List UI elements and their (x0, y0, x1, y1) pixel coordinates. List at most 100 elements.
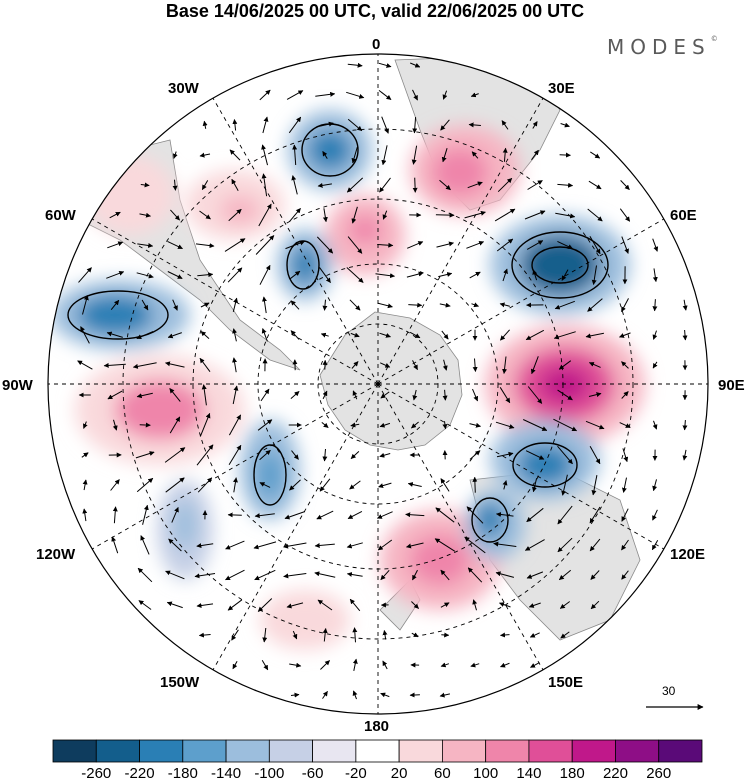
wind-vector (561, 474, 568, 496)
wind-vector (107, 241, 124, 249)
wind-vector (136, 392, 153, 399)
colorbar-tick-label: -260 (81, 765, 112, 782)
wind-vector (110, 299, 120, 311)
wind-vector (136, 272, 154, 279)
wind-vector (682, 299, 688, 311)
colorbar-swatch (528, 739, 573, 763)
wind-vector (557, 182, 574, 188)
contour (471, 497, 509, 543)
wind-vector (290, 300, 300, 310)
wind-vector (322, 390, 328, 400)
wind-vector (199, 152, 211, 158)
wind-vector (283, 573, 307, 579)
wind-vector (411, 421, 419, 429)
wind-vector (464, 210, 486, 219)
antarctica-land (319, 311, 463, 451)
wind-vector (528, 602, 541, 608)
wind-vector (619, 422, 631, 428)
wind-vector (621, 236, 629, 254)
wind-vector (286, 602, 304, 609)
wind-vector (441, 330, 449, 340)
meridian-line (91, 383, 379, 550)
wind-vector (589, 506, 601, 524)
anomaly-negative (476, 502, 504, 538)
wind-vector (322, 299, 328, 311)
anomaly-negative (520, 235, 600, 295)
colorbar-swatch (658, 739, 703, 763)
wind-vector (292, 144, 298, 166)
wind-vector (435, 212, 455, 218)
wind-vector (682, 420, 688, 431)
wind-vector (379, 452, 391, 458)
wind-vector (558, 360, 572, 370)
wind-vector (107, 390, 123, 400)
wind-vector (438, 272, 453, 278)
colorbar-swatch (139, 739, 184, 763)
wind-vector (199, 412, 211, 437)
wind-vector (136, 477, 154, 493)
wind-vector (499, 602, 511, 608)
wind-vector (682, 449, 688, 461)
wind-vector (140, 535, 150, 555)
wind-vector (260, 388, 270, 402)
wind-vector (291, 175, 298, 195)
label-lon-90e: 90E (718, 377, 745, 394)
wind-vector (283, 542, 307, 549)
wind-vector (231, 629, 239, 641)
wind-vector (375, 273, 395, 279)
wind-vector (554, 300, 575, 310)
wind-vector (112, 419, 118, 431)
wind-vector (495, 421, 515, 429)
wind-vector (442, 359, 448, 371)
wind-vector (315, 91, 336, 97)
wind-vector (440, 119, 450, 131)
contour-lines (67, 123, 609, 543)
wind-vector (288, 116, 302, 134)
wind-vector (499, 302, 511, 308)
wind-vector (621, 539, 629, 551)
wind-vector (255, 235, 275, 255)
colorbar-swatch (571, 739, 616, 763)
wind-vector (346, 571, 363, 577)
wind-vector (290, 391, 300, 399)
wind-vector (139, 212, 151, 218)
contour (531, 246, 589, 284)
wind-vector (496, 238, 514, 252)
wind-vector (468, 122, 481, 128)
contour (253, 444, 287, 506)
wind-vector (314, 542, 335, 548)
wind-vector (472, 358, 478, 372)
wind-vector (254, 569, 276, 581)
wind-vector (440, 569, 450, 581)
wind-vector (529, 632, 540, 638)
wind-vector (82, 479, 88, 491)
colorbar-tick-label: 60 (434, 765, 451, 782)
wind-vector (561, 269, 569, 281)
wind-vector (410, 62, 421, 68)
wind-vector (197, 272, 214, 278)
wind-vector (682, 329, 688, 341)
anomaly-negative (308, 130, 352, 170)
wind-vector (379, 362, 391, 368)
wind-vector (471, 302, 479, 308)
wind-vector (467, 567, 483, 583)
wind-vector (199, 210, 211, 220)
wind-vector (232, 357, 238, 373)
wind-vector (165, 361, 185, 368)
parallel-line (122, 128, 634, 640)
wind-vector (167, 240, 183, 250)
wind-vector (202, 120, 208, 129)
colorbar-tick-label: 260 (646, 765, 672, 782)
wind-vector (109, 211, 121, 219)
wind-vector (405, 512, 425, 518)
wind-vector (199, 357, 211, 372)
colorbar-tick-label: 100 (473, 765, 499, 782)
wind-vector (588, 362, 601, 368)
wind-vectors (77, 62, 688, 700)
wind-vector (227, 267, 243, 283)
wind-vector (409, 331, 421, 339)
wind-vector (166, 601, 183, 609)
map-title: Base 14/06/2025 00 UTC, valid 22/06/2025… (165, 1, 585, 21)
wind-vector (494, 208, 516, 222)
wind-vector (526, 240, 544, 250)
